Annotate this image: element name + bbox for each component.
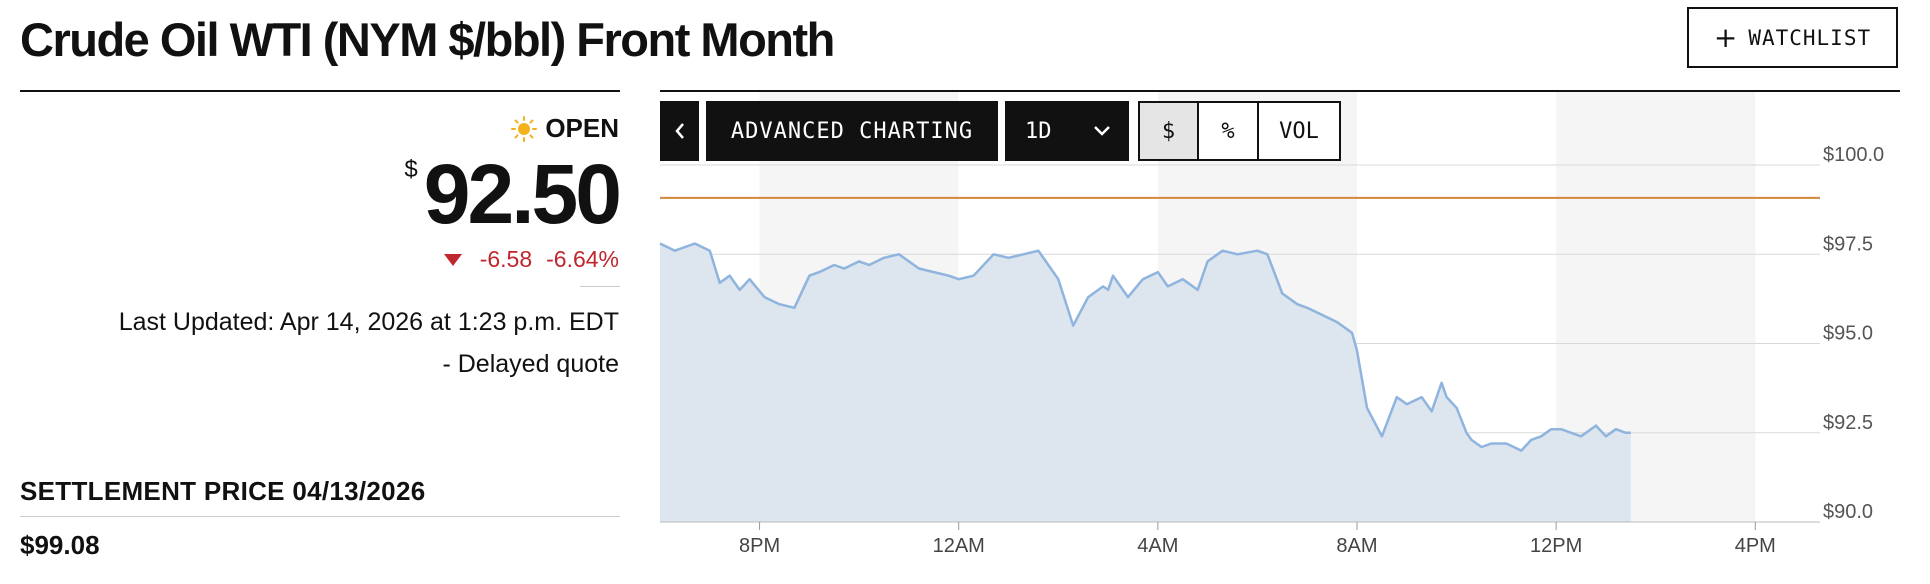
change-underline xyxy=(580,286,620,287)
add-to-watchlist-button[interactable]: + WATCHLIST xyxy=(1687,7,1898,68)
dollar-mode-button[interactable]: $ xyxy=(1140,103,1199,159)
page-title: Crude Oil WTI (NYM $/bbl) Front Month xyxy=(20,13,835,66)
change-percent: -6.64% xyxy=(546,246,619,272)
x-tick-label: 8PM xyxy=(739,535,780,557)
x-tick-label: 4AM xyxy=(1137,535,1178,557)
chevron-down-icon xyxy=(1094,126,1110,136)
chart-back-button[interactable] xyxy=(660,101,699,161)
plus-icon: + xyxy=(1713,20,1739,54)
price-line xyxy=(659,242,1631,452)
x-tick-label: 8AM xyxy=(1336,535,1377,557)
y-tick-label: $95.0 xyxy=(1823,323,1873,345)
last-updated: Last Updated: Apr 14, 2026 at 1:23 p.m. … xyxy=(118,308,619,336)
volume-toggle-button[interactable]: VOL xyxy=(1259,103,1339,159)
y-tick-label: $90.0 xyxy=(1823,501,1873,523)
down-arrow-icon xyxy=(443,253,462,266)
settlement-label: SETTLEMENT PRICE 04/13/2026 xyxy=(20,476,426,506)
last-price: 92.50 xyxy=(423,147,622,241)
percent-mode-button[interactable]: % xyxy=(1199,103,1259,159)
sun-icon xyxy=(511,115,538,142)
currency-symbol: $ xyxy=(404,156,418,183)
y-tick-label: $97.5 xyxy=(1823,233,1873,255)
header-divider-left xyxy=(20,90,620,92)
header-divider-right xyxy=(660,90,1900,92)
time-range-dropdown[interactable]: 1D xyxy=(1005,101,1129,161)
chevron-left-icon xyxy=(674,123,684,139)
market-status-label: OPEN xyxy=(545,113,619,143)
watchlist-label: WATCHLIST xyxy=(1748,25,1872,50)
delayed-quote-note: - Delayed quote xyxy=(442,350,619,378)
settlement-value: $99.08 xyxy=(20,530,100,560)
y-tick-label: $92.5 xyxy=(1823,412,1873,434)
y-tick-label: $100.0 xyxy=(1823,144,1884,166)
x-tick-label: 12AM xyxy=(933,535,985,557)
time-range-label: 1D xyxy=(1025,118,1052,144)
chart-toolbar: ADVANCED CHARTING 1D $ % VOL xyxy=(660,101,1341,161)
x-tick-label: 4PM xyxy=(1735,535,1776,557)
settlement-divider xyxy=(20,516,620,517)
chart-mode-toggle: $ % VOL xyxy=(1138,101,1341,161)
advanced-charting-button[interactable]: ADVANCED CHARTING xyxy=(706,101,998,161)
price-display: $ 92.50 xyxy=(404,147,622,241)
x-tick-label: 12PM xyxy=(1530,535,1582,557)
price-area xyxy=(660,243,1631,522)
market-status: OPEN xyxy=(511,113,619,144)
change-value: -6.58 xyxy=(479,246,533,272)
price-change: -6.58 -6.64% xyxy=(443,246,619,273)
